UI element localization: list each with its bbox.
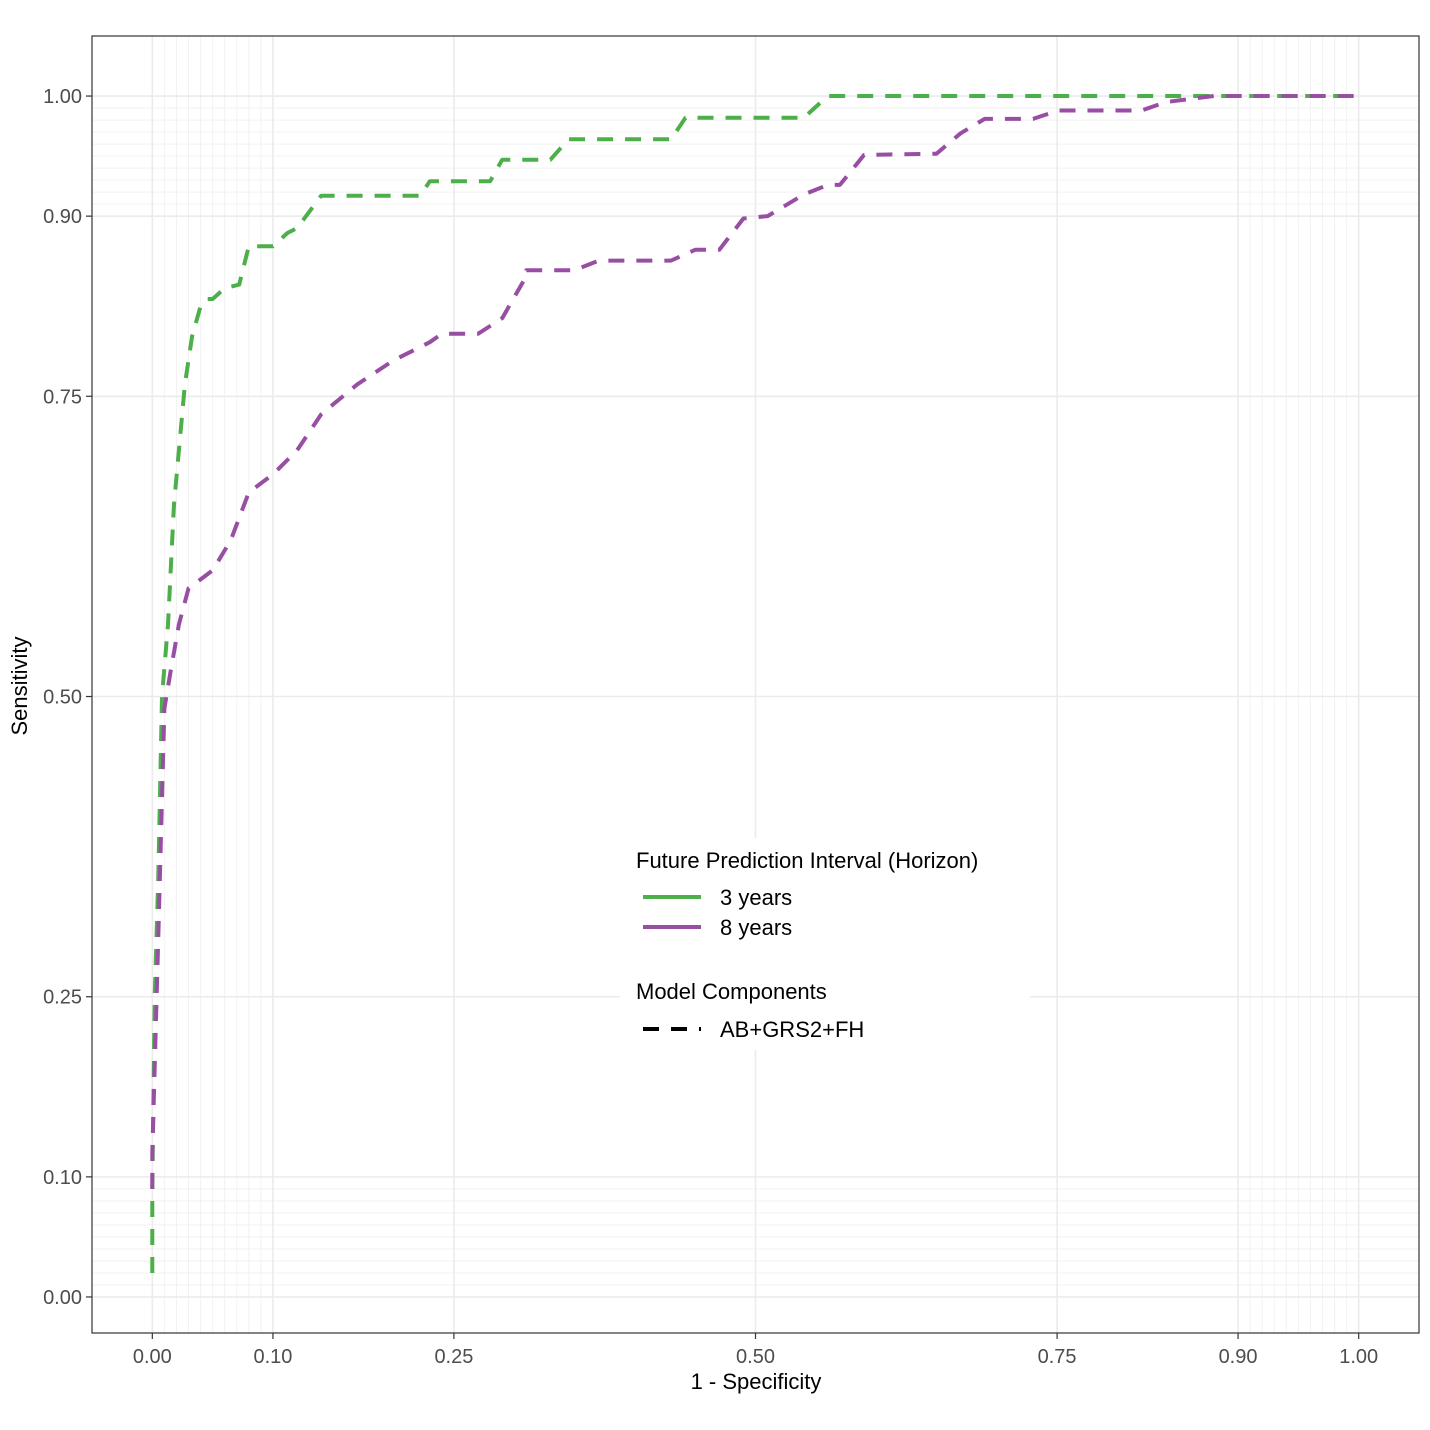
x-tick-label: 0.10 bbox=[253, 1346, 292, 1368]
axis-ticks: 0.00 0.10 0.25 0.50 0.75 0.90 1.00 0.00 0.10 0.25… bbox=[43, 86, 1378, 1368]
legend-background bbox=[620, 838, 1030, 1050]
legend-label-3-years: 3 years bbox=[720, 885, 792, 910]
x-tick-label: 0.25 bbox=[434, 1346, 473, 1368]
grid bbox=[92, 36, 1419, 1333]
x-tick-label: 0.75 bbox=[1038, 1346, 1077, 1368]
series-line-8-years bbox=[150, 94, 1359, 1189]
legend-label-8-years: 8 years bbox=[720, 915, 792, 940]
y-tick-label: 0.90 bbox=[43, 206, 82, 228]
x-tick-label: 0.00 bbox=[133, 1346, 172, 1368]
x-tick-label: 0.90 bbox=[1219, 1346, 1258, 1368]
x-tick-label: 1.00 bbox=[1339, 1346, 1378, 1368]
legend-label-model: AB+GRS2+FH bbox=[720, 1017, 864, 1042]
series bbox=[150, 94, 1359, 1273]
legend-color-title: Future Prediction Interval (Horizon) bbox=[636, 848, 978, 873]
y-tick-label: 0.10 bbox=[43, 1167, 82, 1189]
series-line-3-years bbox=[150, 94, 1359, 1273]
x-axis-title: 1 - Specificity bbox=[691, 1369, 822, 1394]
legend-linetype-title: Model Components bbox=[636, 979, 827, 1004]
y-tick-label: 1.00 bbox=[43, 86, 82, 108]
y-tick-label: 0.50 bbox=[43, 687, 82, 709]
x-tick-label: 0.50 bbox=[736, 1346, 775, 1368]
y-tick-label: 0.25 bbox=[43, 987, 82, 1009]
y-axis-title: Sensitivity bbox=[7, 636, 32, 735]
y-tick-label: 0.75 bbox=[43, 386, 82, 408]
legend: Future Prediction Interval (Horizon) 3 y… bbox=[620, 838, 1030, 1050]
y-tick-label: 0.00 bbox=[43, 1287, 82, 1309]
